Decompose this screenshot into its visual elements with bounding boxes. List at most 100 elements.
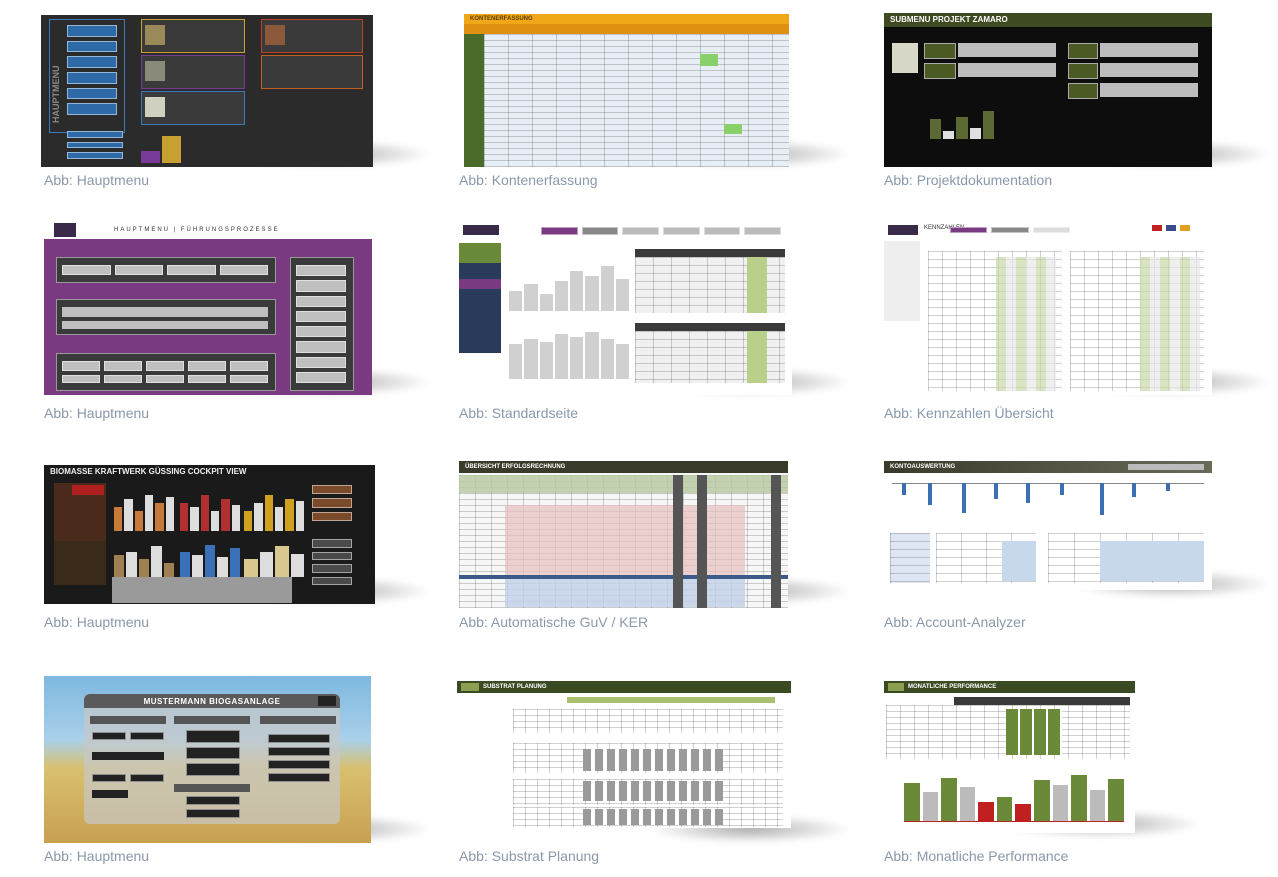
menu-button: [92, 752, 164, 760]
close-button[interactable]: [318, 696, 336, 706]
menu-button: [924, 43, 956, 59]
highlight-column: [747, 331, 767, 383]
thumbnail-hauptmenu-3[interactable]: MUSTERMANN BIOGASANLAGE: [44, 676, 371, 843]
mini-bar-chart: [904, 773, 1124, 821]
highlight-column: [1002, 541, 1036, 581]
thumbnail-title: SUBMENU PROJEKT ZAMARO: [884, 13, 1212, 27]
process-box: [56, 299, 276, 335]
thumbnail-projektdokumentation[interactable]: SUBMENU PROJEKT ZAMARO: [884, 13, 1212, 167]
menu-buttons: [67, 25, 117, 116]
menu-buttons: [186, 730, 240, 777]
mini-bar-chart: [141, 133, 181, 163]
bar: [994, 483, 998, 499]
image-icon: [145, 61, 165, 81]
menu-button: [924, 63, 956, 79]
flag-icon[interactable]: [1180, 225, 1190, 231]
table-header: [954, 697, 1130, 705]
thumbnail-caption: Abb: Kennzahlen Übersicht: [884, 405, 1054, 421]
info-box: [1100, 63, 1198, 77]
thumbnail-account-analyzer[interactable]: KONTOAUSWERTUNG: [884, 461, 1212, 590]
menu-button: [92, 790, 128, 798]
menu-buttons: [268, 734, 330, 782]
back-button[interactable]: [888, 683, 904, 691]
row-index-column: [464, 34, 484, 167]
highlight-rows: [505, 505, 745, 575]
menu-tile: [261, 55, 363, 89]
highlight-cells: [583, 781, 723, 801]
image-icon: [892, 43, 918, 73]
thumbnail-substrat[interactable]: SUBSTRAT PLANUNG: [457, 681, 791, 828]
thumbnail-title: BIOMASSE KRAFTWERK GÜSSING COCKPIT VIEW: [50, 467, 247, 476]
thumbnail-kontenerfassung[interactable]: KONTENERFASSUNG: [464, 14, 789, 167]
thumbnail-title: ÜBERSICHT ERFOLGSRECHNUNG: [459, 461, 788, 473]
image-icon: [265, 25, 285, 45]
highlight-columns: [1006, 709, 1062, 755]
thumbnail-cockpit[interactable]: BIOMASSE KRAFTWERK GÜSSING COCKPIT VIEW: [44, 465, 375, 604]
image-icon: [145, 97, 165, 117]
mini-bar-chart: [244, 541, 304, 577]
highlight-column: [747, 257, 767, 313]
bar: [928, 483, 932, 505]
menu-button: [1068, 43, 1098, 59]
thumbnail-guv[interactable]: ÜBERSICHT ERFOLGSRECHNUNG: [459, 461, 788, 608]
side-buttons: [312, 539, 352, 585]
bar: [1100, 483, 1104, 515]
nav-sidebar-item: [459, 279, 501, 289]
section-header: [174, 716, 250, 724]
process-buttons: [62, 375, 268, 383]
thumbnail-kennzahlen[interactable]: KENNZAHLEN: [884, 221, 1212, 395]
thumbnail-caption: Abb: Hauptmenu: [44, 405, 150, 421]
thumbnail-caption: Abb: Projektdokumentation: [884, 172, 1053, 188]
mini-bar-chart: [244, 491, 304, 531]
section-header: [174, 784, 250, 792]
back-button[interactable]: [461, 683, 479, 691]
separator-column: [771, 475, 781, 608]
mini-bar-chart: [930, 111, 995, 139]
nav-sidebar-active: [459, 243, 501, 263]
highlight-cell: [724, 124, 742, 134]
section-header: [90, 716, 166, 724]
table-header: [459, 475, 788, 493]
info-box: [1100, 83, 1198, 97]
mini-bar-chart: [114, 541, 175, 577]
separator-column: [697, 475, 707, 608]
bar: [1026, 483, 1030, 503]
thumbnail-hauptmenu-1[interactable]: HAUPTMENU: [41, 15, 373, 167]
thumbnail-caption: Abb: Kontenerfassung: [459, 172, 598, 188]
bar: [902, 483, 906, 495]
side-panel: [884, 241, 920, 321]
timeline-bar: [567, 697, 775, 703]
toolbar-buttons: [541, 227, 782, 235]
thumbnail-title: KONTENERFASSUNG: [464, 14, 789, 24]
bar: [962, 483, 966, 513]
thumbnail-monatliche-performance[interactable]: MONATLICHE PERFORMANCE: [884, 681, 1135, 833]
logo: [463, 225, 499, 235]
highlight-column: [1100, 541, 1204, 581]
thumbnail-standardseite[interactable]: [459, 221, 792, 395]
info-box: [1100, 43, 1198, 57]
process-buttons: [62, 361, 268, 371]
process-button: [62, 307, 268, 317]
menu-buttons: [67, 131, 123, 160]
thumbnail-hauptmenu-2[interactable]: HAUPTMENU | FÜHRUNGSPROZESSE: [44, 221, 372, 395]
thumbnail-caption: Abb: Hauptmenu: [44, 848, 150, 864]
side-buttons: [312, 485, 352, 521]
process-box: [56, 353, 276, 391]
nav-panel: [54, 541, 106, 585]
bar: [1166, 483, 1170, 491]
menu-header: [84, 694, 340, 708]
highlight-columns: [1140, 257, 1200, 391]
thumbnail-caption: Abb: Substrat Planung: [459, 848, 600, 864]
process-buttons: [62, 265, 268, 275]
info-box: [112, 577, 292, 603]
table-header: [635, 323, 785, 331]
info-box: [958, 63, 1056, 77]
menu-tile: [141, 55, 245, 89]
table-header: [464, 24, 789, 34]
data-table: [513, 709, 783, 733]
flag-icon[interactable]: [1152, 225, 1162, 231]
bar: [1132, 483, 1136, 497]
menu-button: [1068, 63, 1098, 79]
flag-icon[interactable]: [1166, 225, 1176, 231]
mini-bar-chart: [114, 491, 174, 531]
